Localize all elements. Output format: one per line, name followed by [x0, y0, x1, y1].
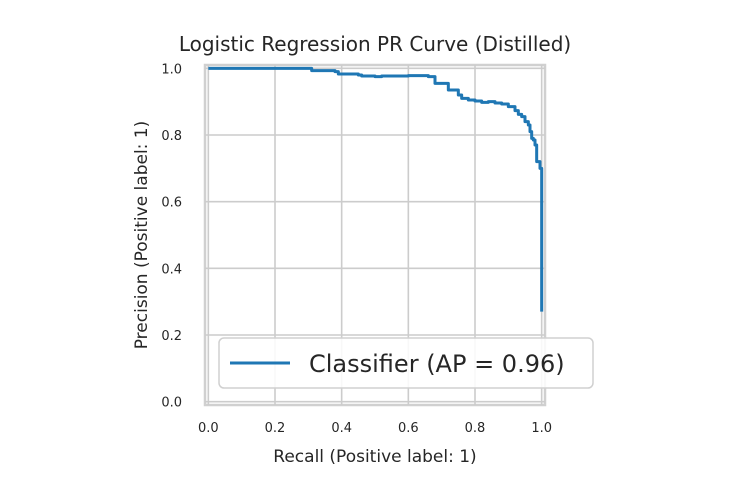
y-axis-label: Precision (Positive label: 1) — [132, 121, 152, 350]
x-tick-label: 0.0 — [198, 421, 219, 436]
y-tick-label: 1.0 — [161, 62, 182, 77]
y-axis-ticks: 0.0 0.2 0.4 0.6 0.8 1.0 — [161, 62, 182, 410]
x-axis-label: Recall (Positive label: 1) — [273, 447, 476, 467]
x-tick-label: 0.6 — [398, 421, 419, 436]
x-axis-ticks: 0.0 0.2 0.4 0.6 0.8 1.0 — [198, 421, 552, 436]
legend: Classifier (AP = 0.96) — [218, 337, 594, 389]
x-tick-label: 0.8 — [465, 421, 486, 436]
y-tick-label: 0.0 — [161, 396, 182, 411]
y-tick-label: 0.2 — [161, 329, 182, 344]
chart-title: Logistic Regression PR Curve (Distilled) — [179, 32, 571, 56]
x-tick-label: 0.2 — [265, 421, 286, 436]
pr-curve-line — [208, 66, 544, 312]
series-layer — [208, 66, 544, 312]
y-tick-label: 0.8 — [161, 129, 182, 144]
x-tick-label: 1.0 — [531, 421, 552, 436]
legend-box — [218, 337, 594, 389]
x-tick-label: 0.4 — [331, 421, 352, 436]
y-tick-label: 0.6 — [161, 196, 182, 211]
y-tick-label: 0.4 — [161, 262, 182, 277]
legend-entry: Classifier (AP = 0.96) — [309, 350, 565, 378]
